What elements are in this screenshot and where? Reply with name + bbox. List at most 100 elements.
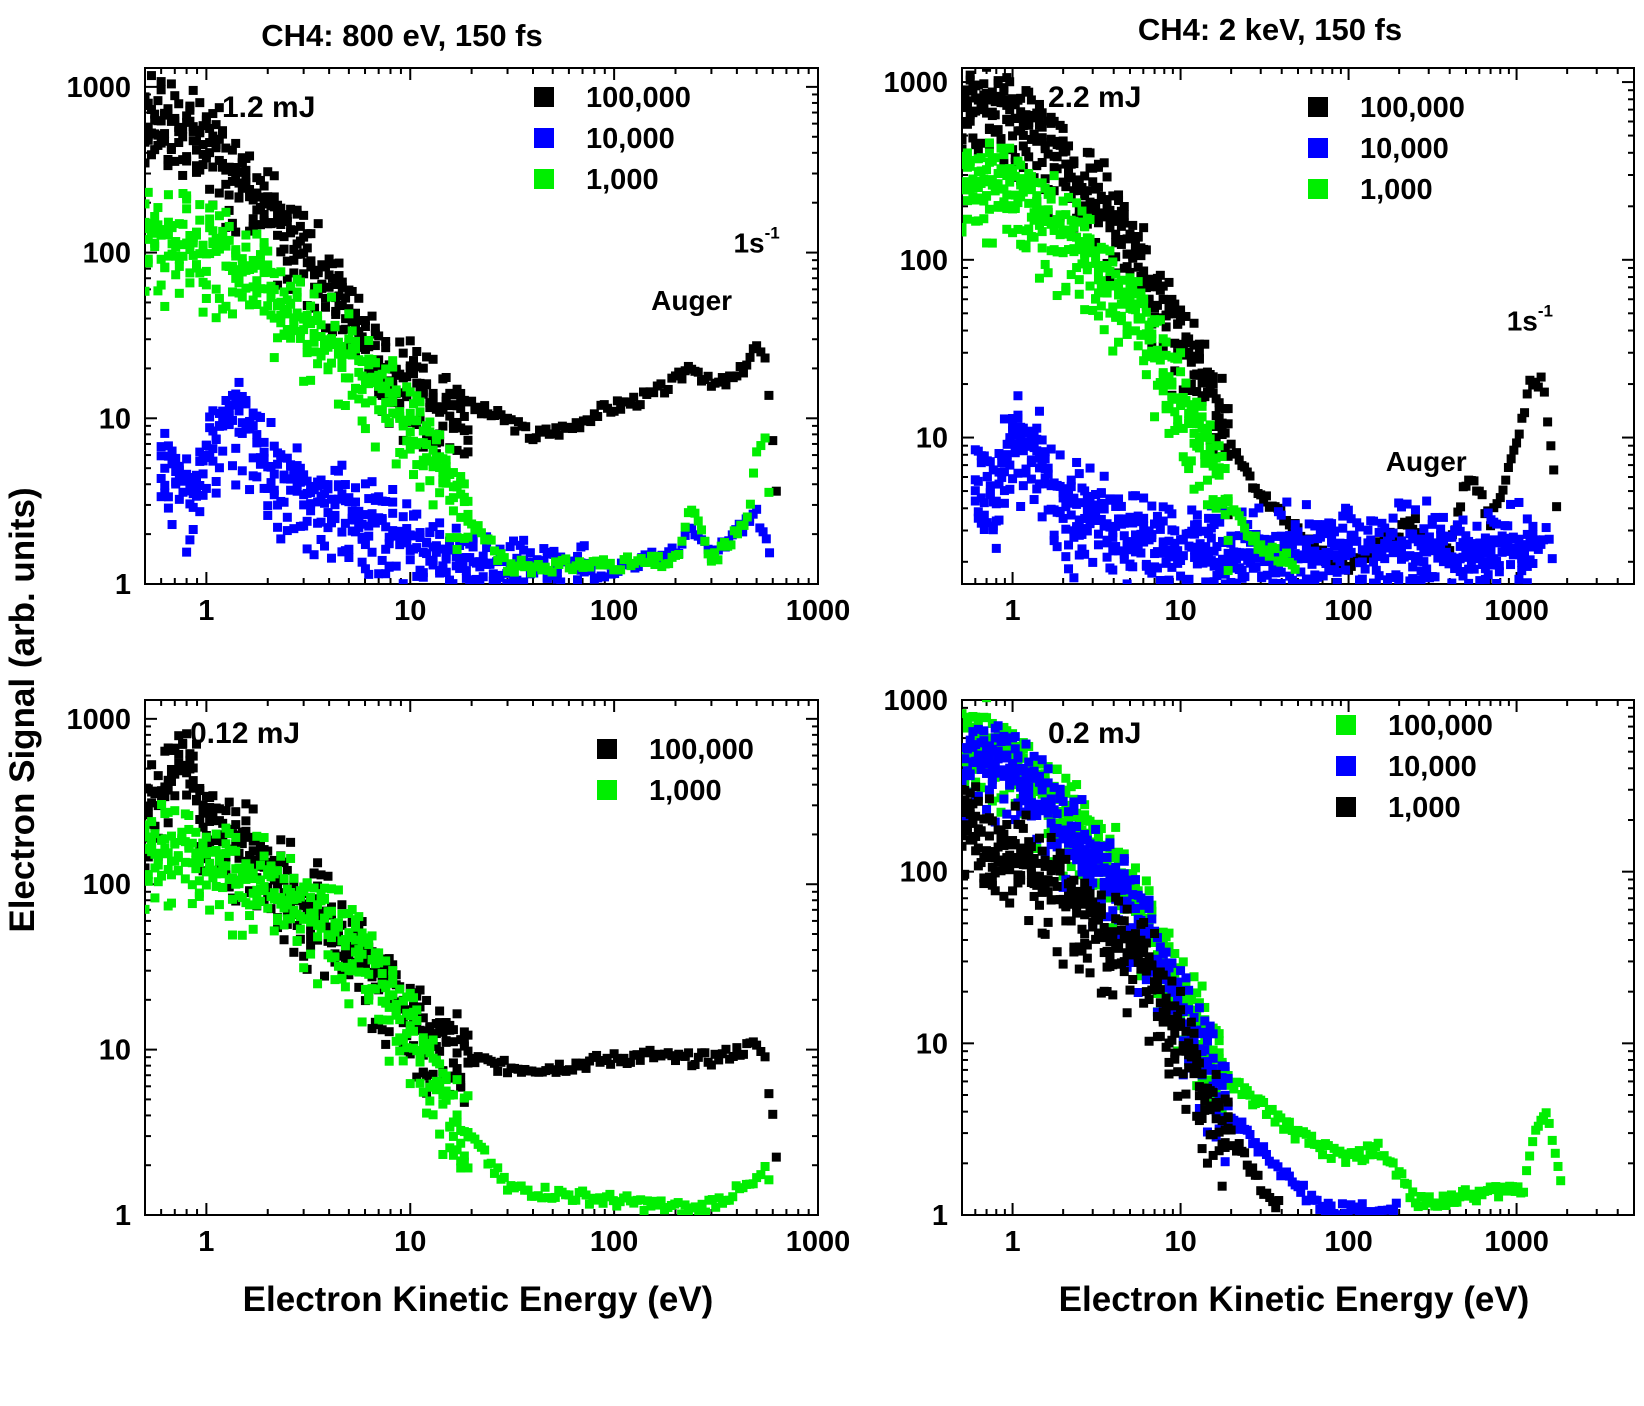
data-point [984,204,994,214]
data-point [171,242,181,252]
data-point [153,855,163,865]
data-point [153,848,163,858]
data-point [1155,270,1165,280]
data-point [1408,524,1418,534]
data-point [445,444,455,454]
data-point [1043,268,1053,278]
data-point [1214,463,1224,473]
data-point [289,225,299,235]
data-point [1164,428,1174,438]
data-point [1088,163,1098,173]
data-point [252,430,262,440]
data-point [971,106,981,116]
data-point [1217,451,1227,461]
data-point [1178,452,1188,462]
data-point [1058,177,1068,187]
data-point [367,311,377,321]
data-point [973,80,983,90]
data-point [459,1151,469,1161]
data-point [156,254,166,264]
y-tick-label: 1000 [883,67,948,99]
data-point [697,525,707,535]
data-point [625,1057,635,1067]
data-point [334,271,344,281]
data-point [174,749,184,759]
data-point [377,1025,387,1035]
data-point [1116,239,1126,249]
data-point [323,508,333,518]
data-point [340,935,350,945]
data-point [760,433,770,443]
data-point [377,1015,387,1025]
data-point [1074,469,1084,479]
data-point [1192,988,1202,998]
data-point [1248,549,1258,559]
data-point [1167,377,1177,387]
column-title-left: CH4: 800 eV, 150 fs [261,18,542,53]
data-point [218,446,228,456]
data-point [279,330,289,340]
data-point [970,496,980,506]
data-point [384,377,394,387]
data-point [425,527,435,537]
data-point [145,135,153,145]
data-point [182,547,192,557]
data-point [370,341,380,351]
data-point [198,450,208,460]
plot-area [145,729,781,1215]
data-point [521,422,531,432]
data-point [700,1048,710,1058]
data-point [241,230,251,240]
data-point [320,893,330,903]
data-point [286,281,296,291]
data-point [194,858,204,868]
data-point [756,347,766,357]
data-point [320,302,330,312]
data-point [248,846,258,856]
data-point [1194,443,1204,453]
data-point [1552,502,1562,512]
data-point [276,310,286,320]
data-point [1282,548,1292,558]
data-point [224,911,234,921]
data-point [445,1143,455,1153]
data-point [1422,564,1432,574]
data-point [537,1193,547,1203]
data-point [1186,351,1196,361]
data-point [598,1198,608,1208]
data-point [979,451,989,461]
data-point [248,195,258,205]
data-point [726,540,736,550]
data-point [1240,523,1250,533]
data-point [1018,141,1028,151]
data-point [1016,93,1026,103]
data-point [1480,574,1490,584]
data-point [1194,347,1204,357]
data-point [1276,567,1286,577]
data-point [1032,210,1042,220]
data-point [760,1161,770,1171]
data-point [1192,510,1202,520]
data-point [205,214,215,224]
data-point [1338,511,1348,521]
data-point [523,561,533,571]
data-point [1141,245,1151,255]
data-point [456,404,466,414]
data-point [174,99,184,109]
data-point [252,276,262,286]
data-point [1105,494,1115,504]
data-point [1427,519,1437,529]
x-tick-label: 1 [198,595,214,627]
data-point [993,169,1003,179]
data-point [503,1068,513,1078]
data-point [1205,1075,1215,1085]
data-point [1147,341,1157,351]
data-point [302,899,312,909]
data-point [551,423,561,433]
data-point [1029,215,1039,225]
y-tick-label: 1 [932,1200,948,1232]
data-point [1181,378,1191,388]
data-point [381,544,391,554]
data-point [1268,578,1278,584]
